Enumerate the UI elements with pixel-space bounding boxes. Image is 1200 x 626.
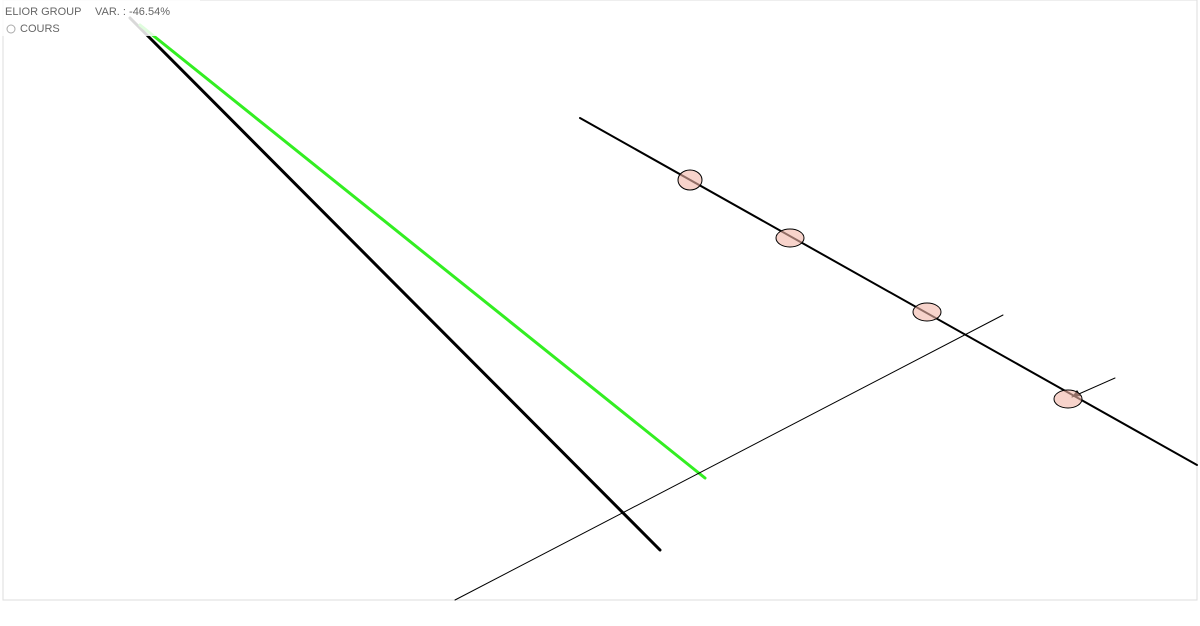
variation: VAR. : -46.54% — [95, 6, 170, 18]
series-label: COURS — [20, 23, 60, 35]
trendlines — [128, 16, 1198, 601]
header-bg — [0, 0, 200, 36]
instrument-name: ELIOR GROUP — [5, 6, 81, 18]
highlight — [1053, 389, 1083, 409]
highlight — [775, 228, 805, 248]
trendline — [454, 314, 1004, 601]
trendline — [128, 16, 662, 552]
settings-icon[interactable] — [6, 24, 16, 34]
highlight — [912, 302, 942, 322]
plot-area — [2, 0, 1198, 601]
highlight — [677, 169, 703, 191]
trendline — [138, 23, 707, 480]
